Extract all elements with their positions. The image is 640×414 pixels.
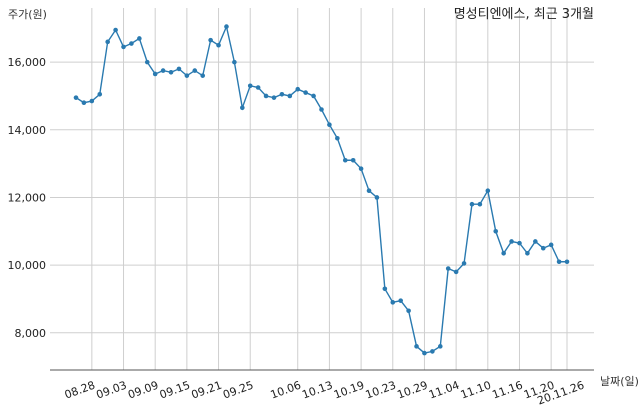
data-point: [461, 261, 467, 266]
data-point: [247, 83, 253, 89]
data-point: [477, 201, 483, 207]
data-point: [469, 201, 475, 207]
data-point: [540, 245, 546, 251]
x-tick-label: 11.16: [490, 379, 524, 402]
data-point: [113, 27, 118, 33]
data-point: [137, 36, 142, 41]
data-point: [414, 344, 419, 349]
x-tick-label: 10.19: [332, 379, 366, 402]
data-point: [366, 188, 372, 193]
data-point: [493, 228, 499, 234]
data-point: [382, 286, 388, 292]
y-tick-label: 10,000: [8, 259, 47, 272]
y-axis-label: 주가(원): [8, 8, 47, 21]
data-point: [342, 157, 348, 163]
data-point: [208, 37, 213, 43]
y-tick-label: 16,000: [8, 56, 47, 69]
data-point: [445, 266, 451, 271]
data-point: [216, 42, 221, 48]
x-tick-label: 09.21: [190, 379, 224, 402]
data-point: [406, 308, 411, 314]
data-point: [453, 269, 459, 275]
y-tick-labels: 8,000 10,000 12,000 14,000 16,000: [8, 56, 47, 340]
series-lines: [75, 24, 567, 354]
data-point: [255, 85, 261, 90]
data-point: [279, 91, 285, 97]
data-point: [184, 73, 190, 78]
data-point: [437, 344, 443, 349]
y-tick-label: 12,000: [8, 191, 47, 204]
data-point: [311, 93, 316, 99]
data-point: [548, 242, 554, 248]
data-point: [358, 166, 364, 171]
data-point: [564, 259, 570, 265]
data-point: [160, 68, 166, 73]
data-point: [129, 41, 134, 46]
x-tick-label: 10.06: [269, 379, 303, 402]
data-point: [232, 59, 237, 65]
x-tick-label: 09.09: [126, 379, 160, 402]
data-point: [509, 239, 514, 244]
x-tick-label: 11.04: [427, 379, 461, 402]
x-tick-label: 09.03: [94, 379, 128, 402]
data-point: [224, 24, 229, 29]
data-point: [295, 86, 301, 92]
grid-lines: [50, 8, 594, 370]
data-point: [525, 250, 530, 256]
data-point: [319, 107, 324, 112]
x-tick-label: 10.29: [395, 379, 429, 402]
data-point: [335, 135, 340, 141]
data-point: [303, 90, 308, 95]
data-point: [263, 93, 269, 99]
x-tick-label: 10.23: [364, 379, 398, 402]
chart-title: 명성티엔에스, 최근 3개월: [454, 7, 594, 22]
data-point: [485, 188, 491, 193]
data-point: [287, 93, 293, 99]
x-tick-label: 10.13: [300, 379, 334, 402]
data-point: [105, 39, 110, 45]
data-point: [271, 95, 277, 100]
price-line: [75, 24, 567, 354]
data-point: [81, 100, 87, 106]
data-point: [192, 68, 198, 73]
data-points: [73, 24, 570, 356]
data-point: [422, 350, 427, 356]
data-point: [89, 98, 95, 104]
data-point: [73, 95, 79, 100]
data-point: [168, 69, 174, 75]
data-point: [97, 91, 103, 97]
x-axis-label: 날짜(일): [600, 374, 639, 388]
data-point: [152, 71, 158, 77]
data-point: [430, 349, 435, 354]
data-point: [374, 195, 380, 200]
data-point: [176, 66, 182, 72]
y-tick-label: 8,000: [15, 327, 47, 340]
x-tick-label: 08.28: [63, 379, 97, 402]
data-point: [556, 259, 562, 265]
data-point: [390, 300, 396, 305]
data-point: [240, 105, 245, 111]
data-point: [398, 298, 403, 303]
data-point: [350, 157, 356, 163]
x-tick-label: 11.10: [459, 379, 493, 402]
data-point: [121, 44, 126, 50]
data-point: [144, 59, 150, 65]
data-point: [501, 250, 506, 256]
data-point: [517, 240, 522, 246]
x-tick-label: 09.25: [221, 379, 255, 402]
x-tick-label: 09.15: [158, 379, 192, 402]
y-tick-label: 14,000: [8, 124, 47, 137]
data-point: [200, 73, 206, 78]
data-point: [533, 239, 538, 244]
data-point: [327, 122, 332, 128]
